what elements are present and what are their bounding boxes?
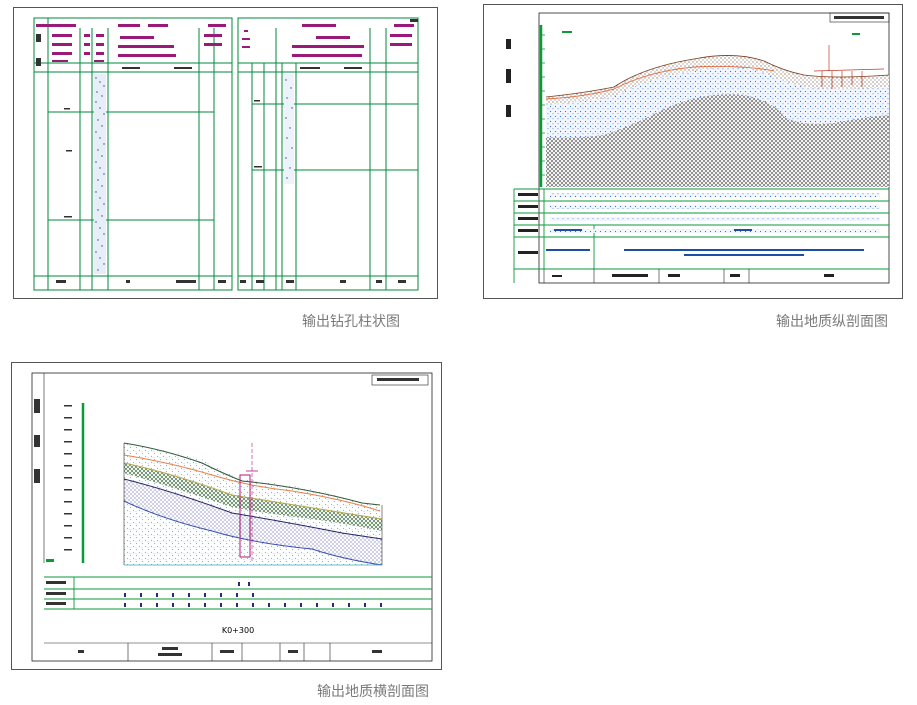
borehole-caption: 输出钻孔柱状图 bbox=[302, 314, 400, 330]
longitudinal-caption: 输出地质纵剖面图 bbox=[776, 314, 888, 330]
longitudinal-profile-drawing bbox=[483, 4, 903, 299]
cross-caption: 输出地质横剖面图 bbox=[317, 684, 429, 700]
station-label: K0+300 bbox=[222, 626, 254, 635]
cross-drawing-canvas: K0+300 bbox=[31, 372, 433, 662]
borehole-drawing-canvas bbox=[33, 17, 419, 291]
cross-section-drawing: K0+300 bbox=[11, 362, 442, 670]
longitudinal-drawing-canvas bbox=[506, 12, 890, 284]
borehole-column-drawing bbox=[13, 7, 438, 299]
